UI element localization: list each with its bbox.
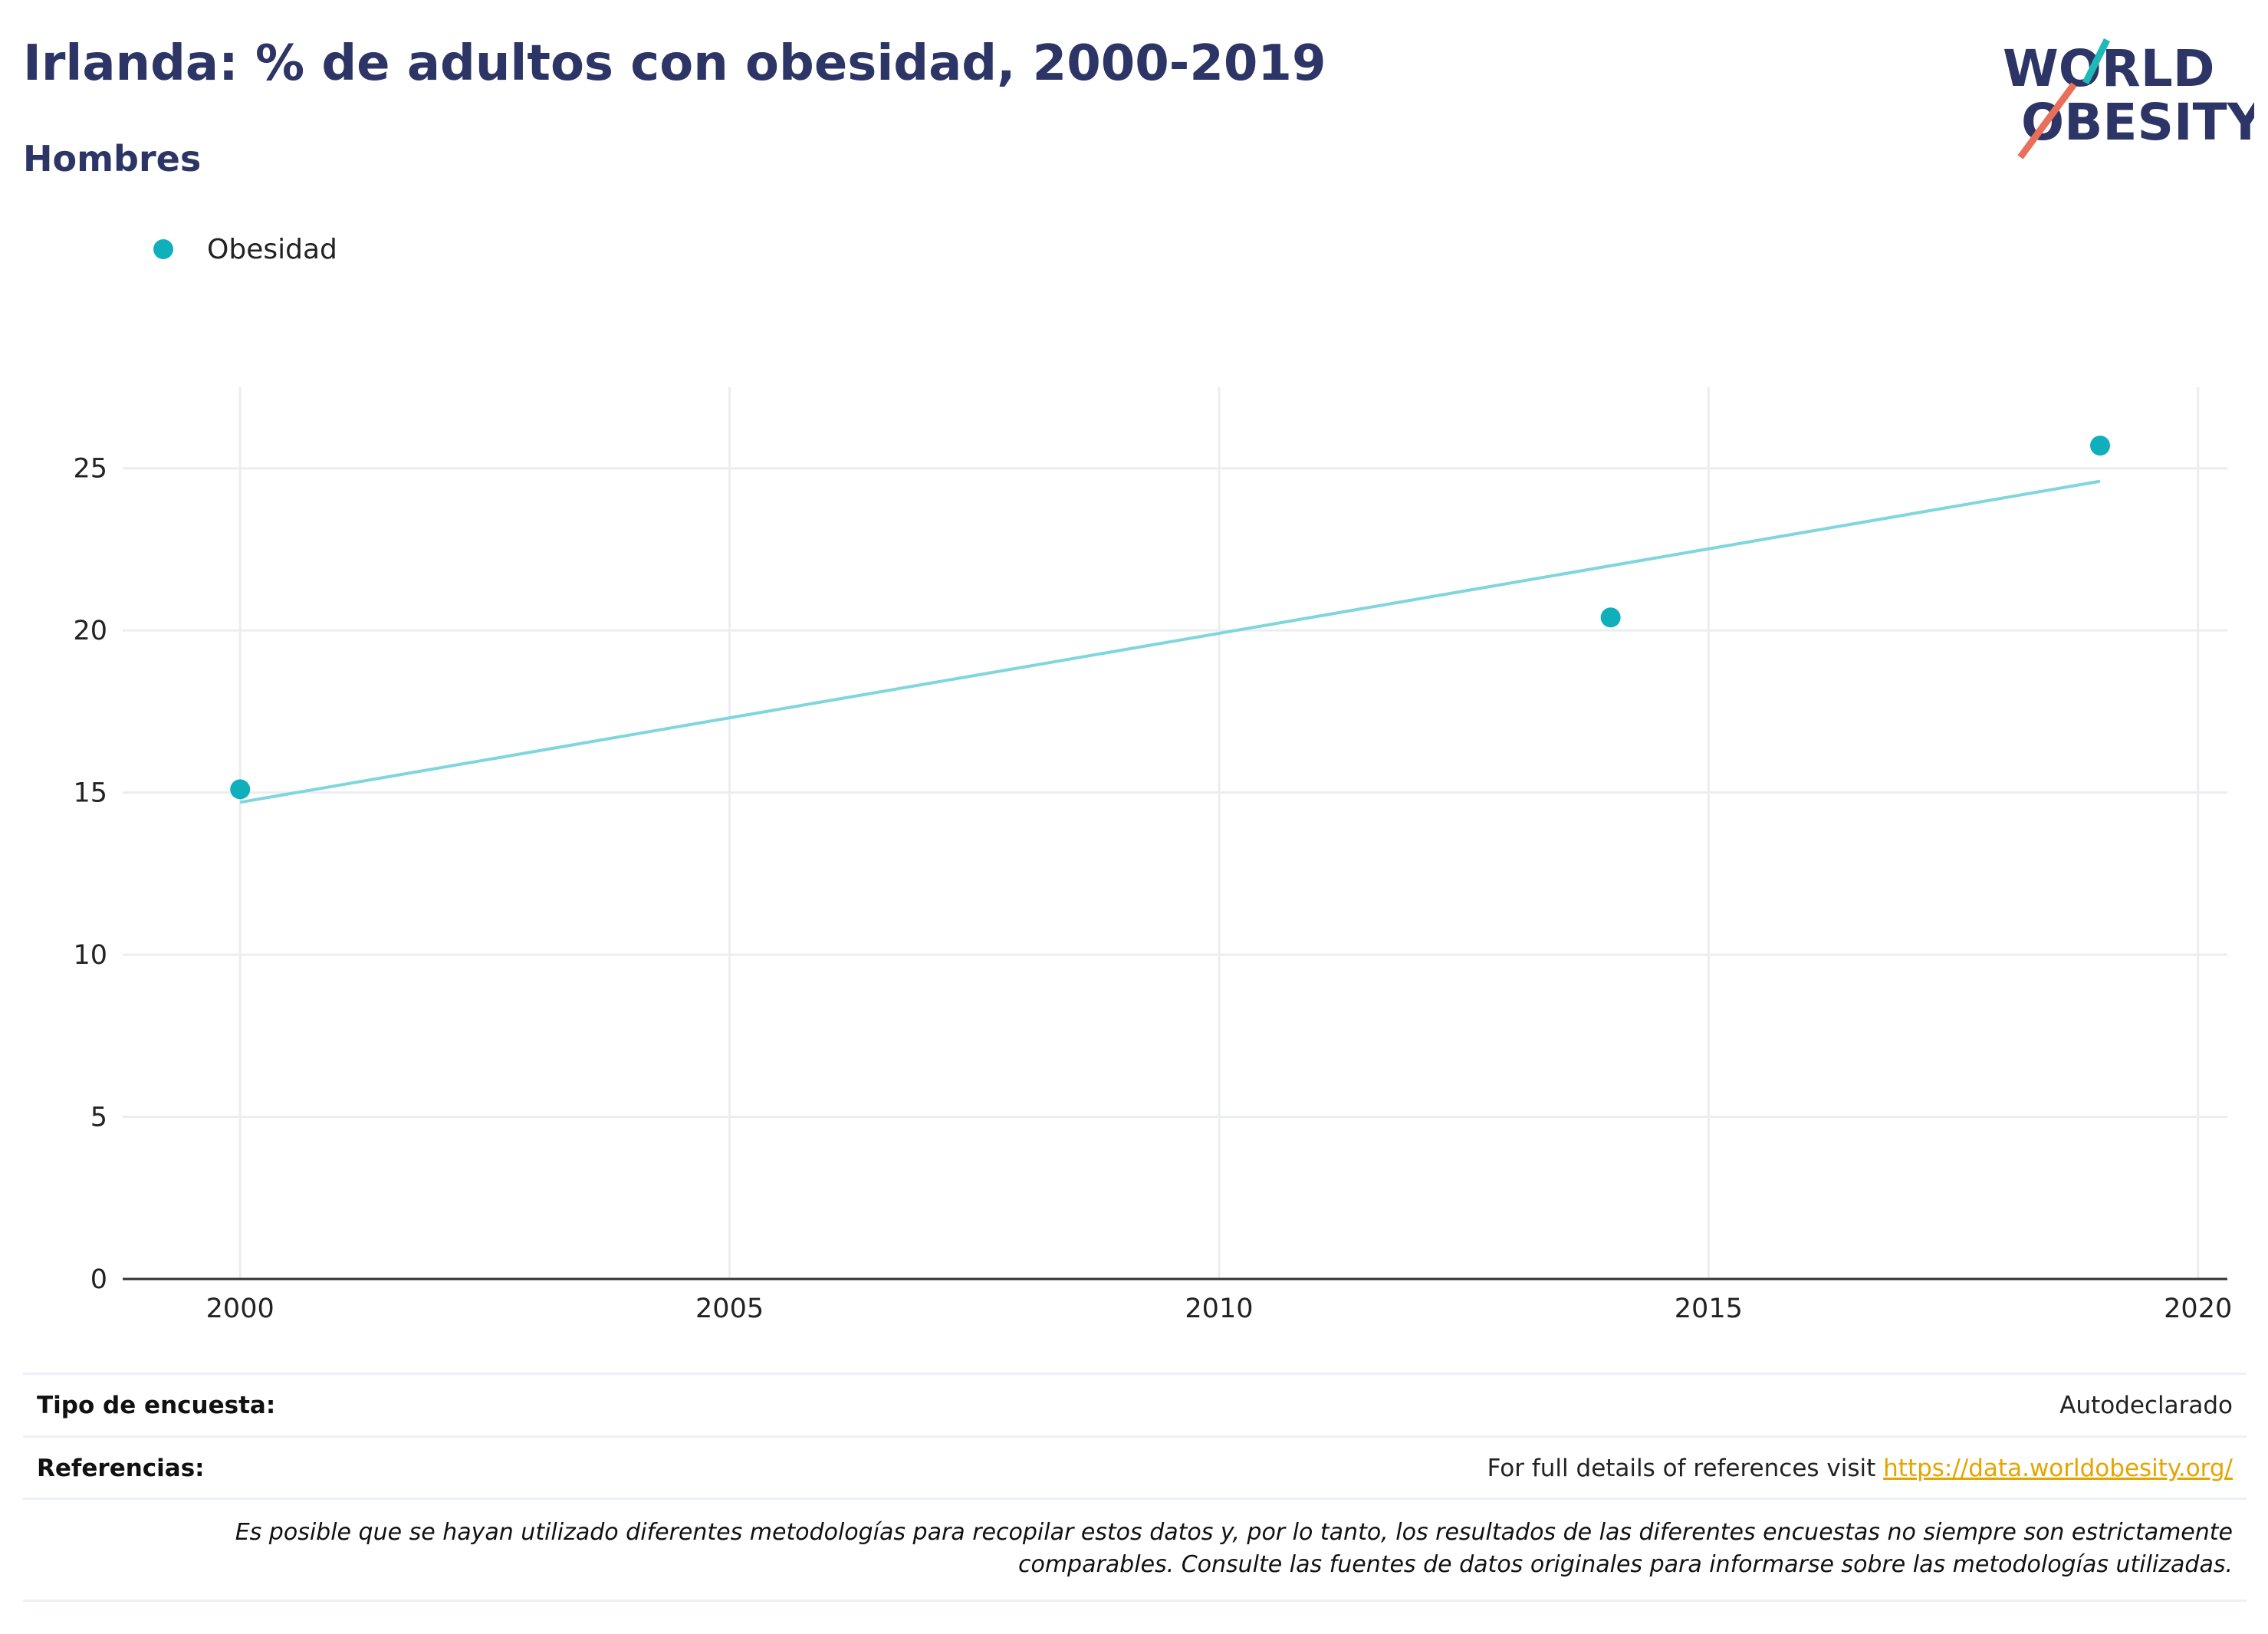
data-point	[2090, 436, 2111, 456]
x-tick-label: 2005	[695, 1294, 764, 1319]
y-tick-label: 10	[73, 940, 107, 971]
y-tick-label: 5	[90, 1103, 107, 1133]
survey-type-label: Tipo de encuesta:	[37, 1392, 276, 1419]
x-tick-label: 2020	[2164, 1294, 2232, 1319]
legend-marker-icon	[153, 239, 173, 259]
data-point	[1600, 607, 1621, 628]
logo-slash-teal	[2082, 38, 2111, 85]
survey-type-value: Autodeclarado	[2059, 1392, 2233, 1419]
x-tick-label: 2010	[1185, 1294, 1253, 1319]
chart-title: Irlanda: % de adultos con obesidad, 2000…	[23, 35, 1326, 92]
methodology-note-line-1: Es posible que se hayan utilizado difere…	[235, 1519, 2233, 1546]
methodology-note: Es posible que se hayan utilizado difere…	[23, 1498, 2247, 1602]
references-row: Referencias: For full details of referen…	[23, 1435, 2247, 1499]
x-tick-label: 2015	[1675, 1294, 1743, 1319]
legend-label: Obesidad	[207, 233, 337, 265]
references-value: For full details of references visit htt…	[1487, 1455, 2247, 1482]
references-link[interactable]: https://data.worldobesity.org/	[1883, 1455, 2233, 1482]
data-point	[230, 779, 251, 800]
obesity-scatter-chart: 0 5 10 15 20 25 2000 2005 2010 2015 2020	[73, 387, 2232, 1319]
references-text: For full details of references visit	[1487, 1455, 1884, 1482]
logo-word-world: WORLD	[2003, 39, 2215, 98]
references-label: Referencias:	[37, 1455, 205, 1482]
logo-slash-coral	[2017, 82, 2077, 159]
y-tick-label: 25	[73, 454, 107, 485]
chart-subtitle: Hombres	[23, 138, 202, 179]
y-tick-label: 15	[73, 778, 107, 809]
methodology-note-line-2: comparables. Consulte las fuentes de dat…	[1017, 1551, 2233, 1578]
trend-line	[239, 479, 2101, 804]
world-obesity-logo: WORLD OBESITY	[2003, 38, 2254, 159]
legend[interactable]: Obesidad	[153, 230, 337, 268]
x-tick-label: 2000	[206, 1294, 274, 1319]
survey-type-row: Tipo de encuesta: Autodeclarado	[23, 1373, 2247, 1436]
y-tick-label: 20	[73, 616, 107, 646]
y-tick-label: 0	[90, 1264, 107, 1295]
